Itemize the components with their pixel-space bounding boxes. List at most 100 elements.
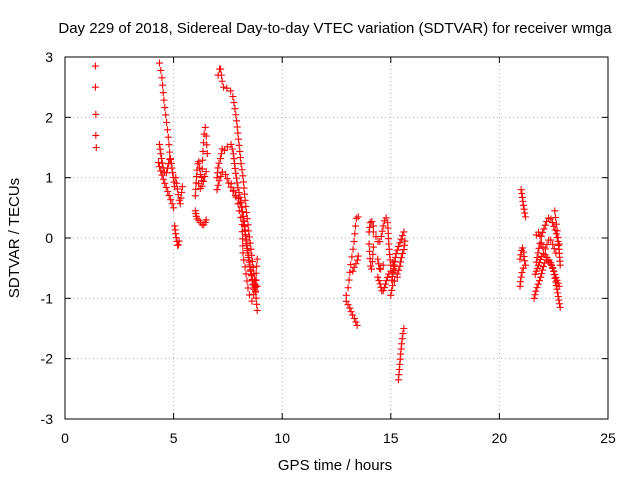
data-point — [223, 84, 231, 92]
data-point — [167, 196, 175, 204]
y-tick-label: 0 — [45, 230, 53, 246]
data-point — [378, 227, 386, 235]
data-point — [395, 242, 403, 250]
data-point — [230, 186, 238, 194]
x-tick-label: 0 — [61, 430, 69, 446]
data-point — [400, 228, 408, 236]
data-point — [392, 250, 400, 258]
data-point — [393, 273, 401, 281]
data-point — [168, 200, 176, 208]
data-point — [163, 126, 171, 134]
x-axis-label: GPS time / hours — [278, 457, 392, 474]
y-tick-label: 2 — [45, 109, 53, 125]
data-point — [199, 156, 207, 164]
data-point — [366, 219, 374, 227]
data-point — [377, 265, 385, 273]
data-point — [169, 169, 177, 177]
data-point — [241, 190, 249, 198]
data-point — [173, 179, 181, 187]
data-point — [234, 129, 242, 137]
data-point — [252, 294, 260, 302]
data-point — [239, 249, 247, 257]
data-point — [547, 259, 555, 267]
data-point — [244, 221, 252, 229]
data-point — [397, 258, 405, 266]
data-point — [397, 235, 405, 243]
data-point — [178, 183, 186, 191]
data-point — [532, 287, 540, 295]
data-point — [550, 267, 558, 275]
data-point — [552, 213, 560, 221]
data-point — [388, 286, 396, 294]
data-point — [238, 228, 246, 236]
data-point — [157, 150, 165, 158]
data-point — [202, 216, 210, 224]
data-point — [250, 290, 258, 298]
data-point — [555, 282, 563, 290]
data-point — [520, 205, 528, 213]
y-axis-label: SDTVAR / TECUs — [6, 178, 23, 298]
data-point — [350, 238, 358, 246]
data-point — [398, 335, 406, 343]
data-point — [556, 303, 564, 311]
data-point — [554, 233, 562, 241]
data-point — [533, 284, 541, 292]
data-point — [244, 284, 252, 292]
data-point — [230, 155, 238, 163]
data-point — [553, 276, 561, 284]
data-point — [530, 294, 538, 302]
data-point — [240, 184, 248, 192]
data-point — [191, 192, 199, 200]
data-point — [241, 263, 249, 271]
data-point — [555, 240, 563, 248]
data-point — [548, 219, 556, 227]
data-point — [516, 255, 524, 263]
data-point — [547, 236, 555, 244]
data-point — [534, 249, 542, 257]
data-point — [167, 159, 175, 167]
data-point — [192, 185, 200, 193]
data-point — [242, 270, 250, 278]
data-point — [538, 270, 546, 278]
data-point — [368, 258, 376, 266]
data-point — [214, 164, 222, 172]
data-point — [537, 232, 545, 240]
data-point — [533, 254, 541, 262]
data-point — [201, 123, 209, 131]
data-point — [383, 273, 391, 281]
data-point — [177, 194, 185, 202]
data-point — [531, 291, 539, 299]
data-point — [375, 265, 383, 273]
data-points — [91, 59, 564, 384]
data-point — [245, 258, 253, 266]
data-point — [540, 225, 548, 233]
data-point — [396, 262, 404, 270]
x-tick-label: 25 — [600, 430, 616, 446]
data-point — [217, 71, 225, 79]
data-point — [218, 77, 226, 85]
data-point — [214, 181, 222, 189]
data-point — [238, 166, 246, 174]
data-point — [552, 230, 560, 238]
data-point — [239, 178, 247, 186]
data-point — [390, 262, 398, 270]
data-point — [533, 264, 541, 272]
data-point — [231, 105, 239, 113]
data-point — [216, 155, 224, 163]
data-point — [534, 280, 542, 288]
data-point — [375, 277, 383, 285]
data-point — [354, 213, 362, 221]
data-point — [231, 191, 239, 199]
data-point — [518, 190, 526, 198]
data-point — [253, 306, 261, 314]
data-point — [166, 148, 174, 156]
data-point — [159, 175, 167, 183]
data-point — [369, 222, 377, 230]
data-point — [520, 252, 528, 260]
data-point — [237, 203, 245, 211]
data-point — [227, 180, 235, 188]
data-point — [554, 292, 562, 300]
data-point — [236, 147, 244, 155]
data-point — [238, 221, 246, 229]
data-point — [203, 150, 211, 158]
